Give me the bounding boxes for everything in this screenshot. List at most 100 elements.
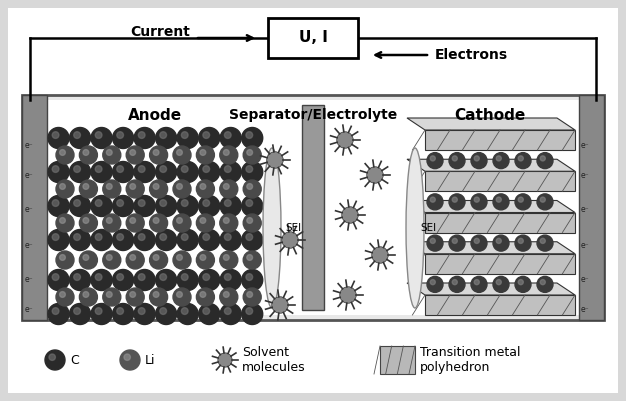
Polygon shape — [407, 200, 575, 213]
Circle shape — [95, 166, 102, 172]
Circle shape — [182, 132, 188, 138]
Circle shape — [160, 308, 167, 314]
Circle shape — [56, 180, 74, 198]
Text: Separator/Electrolyte: Separator/Electrolyte — [229, 108, 397, 122]
Circle shape — [220, 180, 238, 198]
Circle shape — [95, 308, 102, 314]
Circle shape — [134, 304, 155, 324]
Circle shape — [452, 156, 458, 161]
Circle shape — [173, 251, 191, 269]
Circle shape — [153, 150, 159, 155]
Circle shape — [130, 184, 136, 189]
Circle shape — [91, 229, 112, 251]
Circle shape — [134, 128, 155, 148]
Circle shape — [91, 269, 112, 290]
Circle shape — [134, 229, 155, 251]
Circle shape — [243, 288, 261, 306]
Circle shape — [74, 274, 81, 280]
Circle shape — [69, 229, 91, 251]
Circle shape — [471, 153, 487, 169]
Circle shape — [518, 197, 523, 202]
Circle shape — [173, 288, 191, 306]
Circle shape — [80, 288, 98, 306]
Ellipse shape — [263, 148, 281, 308]
Circle shape — [203, 200, 210, 207]
Circle shape — [242, 128, 263, 148]
Circle shape — [247, 150, 252, 155]
Circle shape — [138, 308, 145, 314]
Circle shape — [83, 292, 89, 298]
Circle shape — [126, 180, 144, 198]
Circle shape — [120, 350, 140, 370]
Circle shape — [282, 232, 298, 248]
Text: Solvent
molecules: Solvent molecules — [242, 346, 305, 374]
Circle shape — [134, 196, 155, 217]
Circle shape — [540, 279, 545, 285]
Circle shape — [518, 238, 523, 243]
Circle shape — [130, 292, 136, 298]
Circle shape — [48, 196, 69, 217]
Circle shape — [150, 180, 168, 198]
Circle shape — [59, 255, 65, 260]
Circle shape — [452, 238, 458, 243]
Circle shape — [59, 292, 65, 298]
Circle shape — [367, 167, 383, 183]
Circle shape — [173, 214, 191, 232]
Circle shape — [69, 196, 91, 217]
Circle shape — [224, 132, 231, 138]
Circle shape — [80, 214, 98, 232]
Circle shape — [48, 229, 69, 251]
Circle shape — [103, 146, 121, 164]
Circle shape — [372, 247, 388, 263]
Circle shape — [242, 229, 263, 251]
Circle shape — [218, 353, 232, 367]
Circle shape — [197, 214, 214, 232]
Circle shape — [177, 304, 198, 324]
Circle shape — [247, 218, 252, 223]
Circle shape — [134, 269, 155, 290]
Circle shape — [224, 234, 231, 241]
Circle shape — [69, 128, 91, 148]
Circle shape — [247, 292, 252, 298]
Circle shape — [95, 200, 102, 207]
Circle shape — [243, 180, 261, 198]
Circle shape — [493, 153, 509, 169]
Circle shape — [242, 196, 263, 217]
Circle shape — [197, 180, 214, 198]
Text: Current: Current — [130, 25, 190, 39]
Circle shape — [427, 276, 443, 292]
Polygon shape — [407, 118, 575, 130]
Circle shape — [337, 132, 353, 148]
Text: Cathode: Cathode — [454, 107, 526, 122]
Circle shape — [430, 279, 435, 285]
Circle shape — [515, 276, 531, 292]
Circle shape — [182, 308, 188, 314]
Circle shape — [496, 197, 501, 202]
Circle shape — [537, 194, 553, 210]
Circle shape — [223, 292, 229, 298]
Circle shape — [117, 308, 123, 314]
Circle shape — [138, 166, 145, 172]
Bar — [268, 18, 358, 58]
Circle shape — [223, 184, 229, 189]
Circle shape — [177, 292, 182, 298]
Circle shape — [52, 308, 59, 314]
Circle shape — [113, 162, 133, 182]
Circle shape — [52, 200, 59, 207]
Circle shape — [56, 214, 74, 232]
Circle shape — [224, 274, 231, 280]
Circle shape — [83, 255, 89, 260]
Circle shape — [243, 251, 261, 269]
Circle shape — [224, 200, 231, 207]
Circle shape — [243, 146, 261, 164]
Circle shape — [130, 255, 136, 260]
Circle shape — [150, 214, 168, 232]
Circle shape — [246, 200, 253, 207]
Circle shape — [138, 234, 145, 241]
Circle shape — [220, 196, 241, 217]
Circle shape — [138, 274, 145, 280]
Text: e⁻: e⁻ — [25, 140, 34, 150]
Circle shape — [242, 269, 263, 290]
Polygon shape — [407, 159, 575, 171]
Circle shape — [220, 162, 241, 182]
